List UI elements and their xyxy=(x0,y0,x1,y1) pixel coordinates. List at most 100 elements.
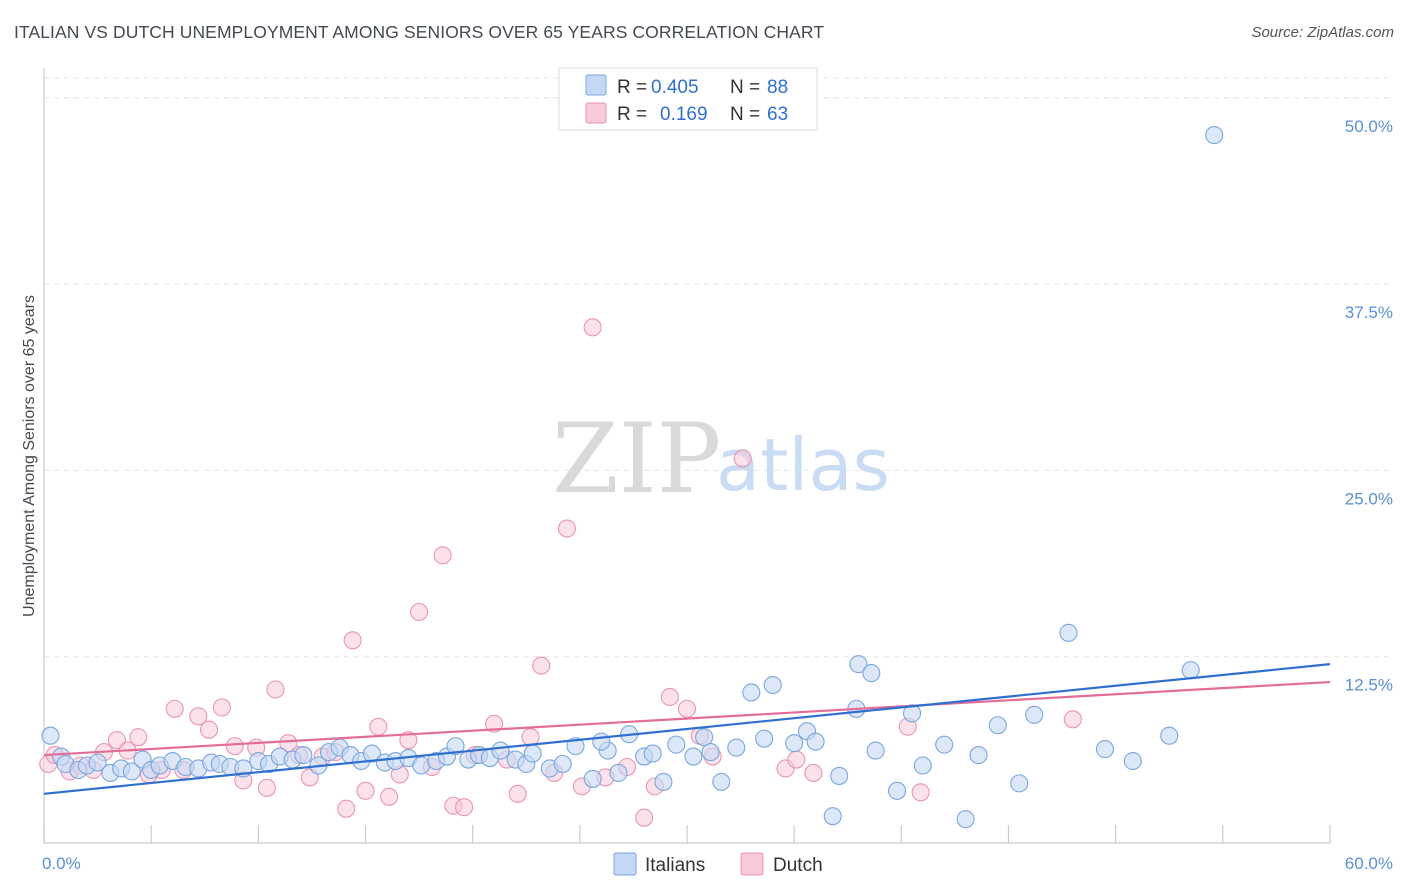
dutch-point xyxy=(369,717,388,736)
dutch-points xyxy=(39,318,1082,827)
x-tick-label-max: 60.0% xyxy=(1345,854,1393,873)
legend-n-label-italians: N = xyxy=(730,77,760,98)
dutch-point xyxy=(199,720,219,739)
dutch-point xyxy=(356,781,375,800)
dutch-point xyxy=(380,787,399,806)
italians-point xyxy=(695,728,714,747)
italians-point xyxy=(1181,661,1200,680)
chart-title: ITALIAN VS DUTCH UNEMPLOYMENT AMONG SENI… xyxy=(14,22,825,42)
x-ticks xyxy=(43,825,1331,843)
italians-point xyxy=(362,744,381,763)
italians-point xyxy=(1095,740,1114,759)
italians-point xyxy=(667,735,686,754)
italians-point xyxy=(712,772,731,791)
italians-point xyxy=(566,737,585,756)
italians-point xyxy=(755,729,774,748)
dutch-point xyxy=(343,631,362,650)
italians-point xyxy=(294,746,313,765)
source-label: Source: ZipAtlas.com xyxy=(1251,24,1394,41)
italians-point xyxy=(1160,726,1179,745)
italians-point xyxy=(866,741,885,760)
dutch-point xyxy=(1063,710,1082,729)
dutch-point xyxy=(225,737,244,756)
dutch-point xyxy=(165,699,184,718)
italians-point xyxy=(1205,126,1224,145)
italians-point xyxy=(583,769,602,788)
dutch-trendline xyxy=(43,680,1331,757)
dutch-point xyxy=(433,546,452,565)
italians-point xyxy=(122,762,141,781)
dutch-point xyxy=(266,680,285,699)
dutch-point xyxy=(804,763,823,783)
italians-point xyxy=(988,716,1007,735)
italians-point xyxy=(1010,774,1029,793)
series-legend-swatch-dutch xyxy=(740,852,764,876)
dutch-point xyxy=(189,707,208,726)
legend-r-label-dutch: R = xyxy=(617,104,647,125)
italians-point xyxy=(727,738,746,757)
dutch-point xyxy=(911,783,930,802)
y-axis-label: Unemployment Among Seniors over 65 years xyxy=(21,295,38,617)
italians-point xyxy=(956,810,975,829)
series-legend: Italians Dutch xyxy=(613,852,823,876)
italians-point xyxy=(446,737,465,756)
y-tick-label: 12.5% xyxy=(1345,676,1393,695)
dutch-point xyxy=(677,699,697,718)
dutch-point xyxy=(787,750,806,769)
dutch-point xyxy=(455,798,474,817)
italians-point xyxy=(41,726,60,745)
legend-n-value-italians: 88 xyxy=(767,77,788,98)
italians-point xyxy=(887,781,907,800)
dutch-point xyxy=(212,698,231,717)
italians-point xyxy=(823,807,842,826)
correlation-legend: R = 0.405 N = 88 R = 0.169 N = 63 xyxy=(558,67,818,131)
italians-point xyxy=(654,772,673,791)
legend-r-value-dutch: 0.169 xyxy=(660,104,708,125)
italians-points xyxy=(41,126,1224,829)
dutch-point xyxy=(485,714,504,733)
italians-point xyxy=(491,741,510,760)
dutch-point xyxy=(660,687,679,706)
italians-point xyxy=(592,732,611,751)
italians-point xyxy=(806,732,825,751)
italians-point xyxy=(913,756,932,775)
italians-trendline xyxy=(43,663,1331,795)
legend-n-value-dutch: 63 xyxy=(767,104,788,125)
series-legend-swatch-italians xyxy=(613,852,637,876)
legend-swatch-italians xyxy=(585,74,607,96)
dutch-point xyxy=(129,728,148,747)
italians-point xyxy=(969,746,988,765)
italians-point xyxy=(684,747,703,766)
watermark: ZIP atlas xyxy=(552,403,890,515)
dutch-point xyxy=(410,602,429,622)
series-legend-label-dutch: Dutch xyxy=(773,855,823,876)
x-tick-label-min: 0.0% xyxy=(42,854,81,873)
italians-point xyxy=(412,756,431,775)
dutch-point xyxy=(257,778,276,797)
series-legend-label-italians: Italians xyxy=(645,855,705,876)
dutch-point xyxy=(635,808,654,827)
italians-point xyxy=(1025,705,1044,724)
legend-r-label-italians: R = xyxy=(617,77,647,98)
italians-point xyxy=(643,744,662,763)
italians-point xyxy=(785,734,804,753)
legend-swatch-dutch xyxy=(585,102,607,124)
italians-point xyxy=(553,754,572,774)
legend-r-value-italians: 0.405 xyxy=(651,77,699,98)
y-tick-labels: 12.5% 25.0% 37.5% 50.0% xyxy=(1345,117,1393,695)
italians-point xyxy=(523,744,542,763)
trendlines xyxy=(43,663,1331,795)
dutch-point xyxy=(337,799,356,818)
italians-point xyxy=(763,675,782,695)
dutch-point xyxy=(733,449,752,468)
italians-point xyxy=(742,683,761,702)
dutch-point xyxy=(532,656,551,675)
legend-n-label-dutch: N = xyxy=(730,104,760,125)
dutch-point xyxy=(508,784,527,803)
y-tick-label: 25.0% xyxy=(1345,489,1393,508)
italians-point xyxy=(1123,751,1142,771)
gridlines xyxy=(44,77,1392,658)
dutch-point xyxy=(583,318,602,337)
italians-point xyxy=(935,735,954,754)
